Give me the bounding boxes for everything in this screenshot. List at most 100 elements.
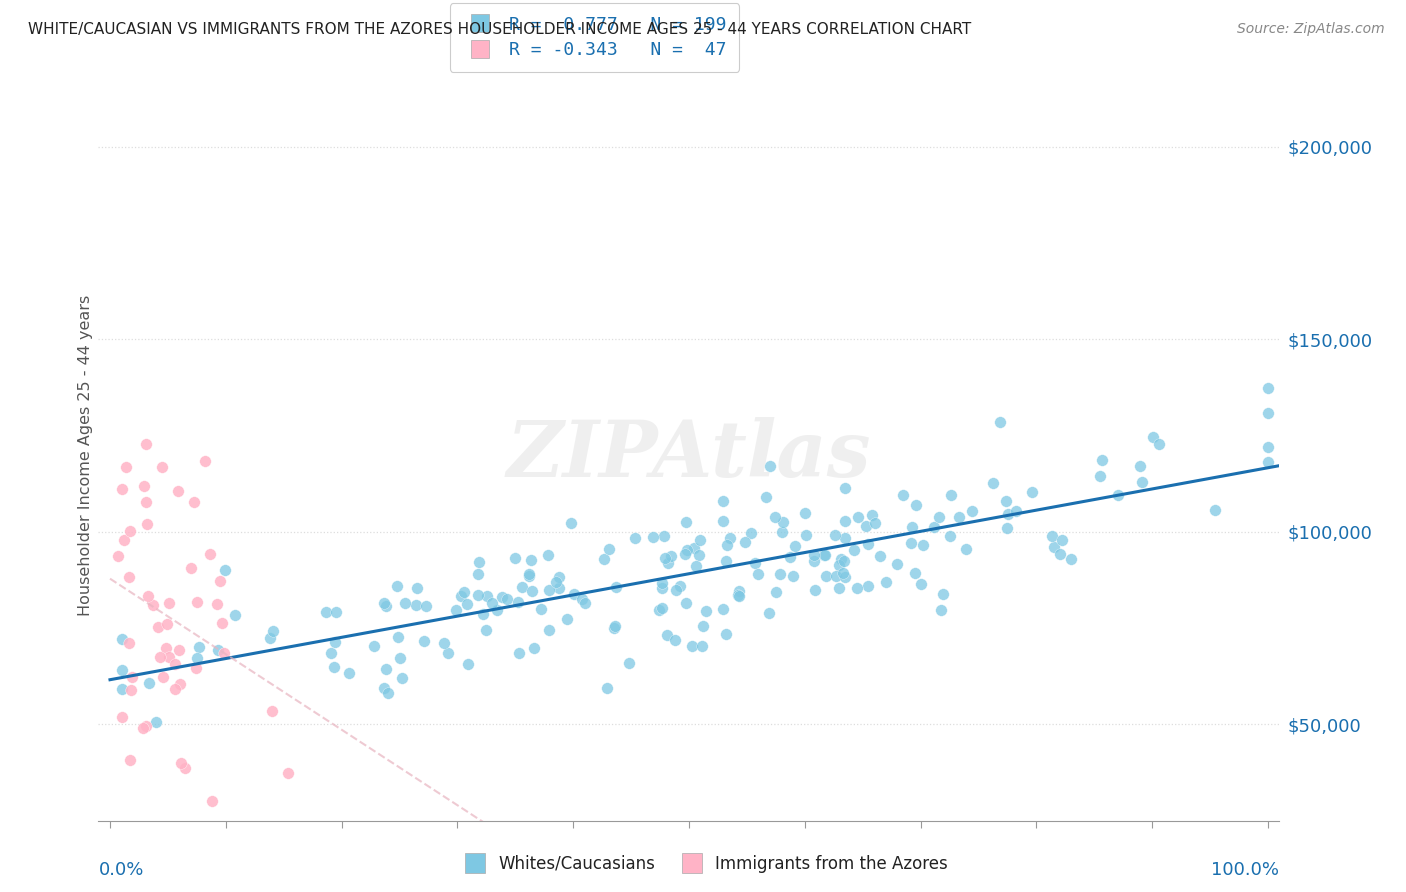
Point bbox=[363, 639, 385, 653]
Point bbox=[387, 631, 409, 645]
Point bbox=[1005, 504, 1028, 518]
Point bbox=[315, 605, 337, 619]
Point bbox=[170, 756, 193, 770]
Point bbox=[605, 580, 627, 594]
Point bbox=[415, 599, 437, 613]
Point bbox=[814, 568, 837, 582]
Point bbox=[758, 606, 780, 620]
Point bbox=[406, 581, 429, 595]
Point bbox=[132, 479, 155, 493]
Point bbox=[523, 641, 546, 656]
Point bbox=[112, 533, 135, 548]
Point bbox=[794, 506, 817, 520]
Point bbox=[683, 541, 706, 555]
Point bbox=[184, 661, 207, 675]
Text: WHITE/CAUCASIAN VS IMMIGRANTS FROM THE AZORES HOUSEHOLDER INCOME AGES 25 - 44 YE: WHITE/CAUCASIAN VS IMMIGRANTS FROM THE A… bbox=[28, 22, 972, 37]
Legend: Whites/Caucasians, Immigrants from the Azores: Whites/Caucasians, Immigrants from the A… bbox=[451, 848, 955, 880]
Point bbox=[508, 646, 530, 660]
Point bbox=[673, 547, 696, 561]
Point bbox=[325, 605, 347, 619]
Point bbox=[446, 603, 468, 617]
Point bbox=[491, 590, 513, 604]
Point bbox=[904, 498, 927, 512]
Point bbox=[436, 647, 458, 661]
Point bbox=[648, 603, 671, 617]
Point bbox=[259, 631, 281, 645]
Point bbox=[496, 591, 519, 606]
Point bbox=[1107, 488, 1129, 502]
Point bbox=[734, 535, 756, 549]
Point bbox=[135, 494, 157, 508]
Point bbox=[593, 552, 616, 566]
Point bbox=[156, 617, 179, 632]
Point bbox=[138, 676, 160, 690]
Point bbox=[728, 584, 751, 599]
Text: 0.0%: 0.0% bbox=[98, 861, 143, 879]
Point bbox=[669, 579, 692, 593]
Point bbox=[1060, 552, 1083, 566]
Point bbox=[506, 595, 529, 609]
Point bbox=[262, 704, 284, 718]
Point bbox=[118, 636, 141, 650]
Point bbox=[118, 570, 141, 584]
Point bbox=[548, 570, 571, 584]
Point bbox=[475, 589, 498, 603]
Point bbox=[824, 528, 846, 542]
Point bbox=[922, 520, 945, 534]
Point bbox=[832, 566, 855, 581]
Point bbox=[1042, 540, 1064, 554]
Point bbox=[1088, 468, 1111, 483]
Point bbox=[377, 686, 399, 700]
Point bbox=[135, 719, 157, 733]
Point bbox=[770, 524, 793, 539]
Point bbox=[517, 569, 540, 583]
Point bbox=[111, 483, 134, 497]
Point bbox=[457, 657, 479, 671]
Text: 100.0%: 100.0% bbox=[1212, 861, 1279, 879]
Point bbox=[517, 566, 540, 581]
Point bbox=[904, 566, 927, 580]
Point bbox=[574, 596, 596, 610]
Point bbox=[538, 623, 561, 637]
Point bbox=[988, 415, 1011, 429]
Point bbox=[520, 553, 543, 567]
Point bbox=[118, 524, 141, 539]
Point bbox=[858, 578, 880, 592]
Point bbox=[194, 453, 217, 467]
Point bbox=[814, 548, 837, 562]
Point bbox=[214, 563, 236, 577]
Point bbox=[433, 636, 456, 650]
Point bbox=[555, 612, 578, 626]
Point bbox=[740, 525, 762, 540]
Point bbox=[1040, 529, 1063, 543]
Point bbox=[1091, 452, 1114, 467]
Point bbox=[995, 521, 1018, 535]
Point bbox=[183, 495, 205, 509]
Point bbox=[855, 518, 877, 533]
Point bbox=[657, 556, 679, 570]
Point bbox=[107, 549, 129, 564]
Point bbox=[769, 566, 792, 581]
Point bbox=[900, 535, 922, 549]
Point bbox=[692, 619, 714, 633]
Point bbox=[198, 547, 221, 561]
Point bbox=[163, 681, 186, 696]
Point bbox=[186, 651, 208, 665]
Point bbox=[675, 515, 697, 529]
Point bbox=[1049, 547, 1071, 561]
Point bbox=[779, 550, 801, 565]
Point bbox=[794, 527, 817, 541]
Point bbox=[388, 650, 411, 665]
Point bbox=[803, 554, 825, 568]
Point bbox=[548, 582, 571, 596]
Point bbox=[863, 516, 886, 530]
Point bbox=[755, 490, 778, 504]
Point bbox=[711, 602, 734, 616]
Point bbox=[262, 624, 284, 638]
Point bbox=[150, 460, 173, 475]
Point bbox=[475, 624, 498, 638]
Point bbox=[665, 582, 688, 597]
Point bbox=[155, 640, 177, 655]
Point bbox=[157, 596, 180, 610]
Point bbox=[277, 765, 299, 780]
